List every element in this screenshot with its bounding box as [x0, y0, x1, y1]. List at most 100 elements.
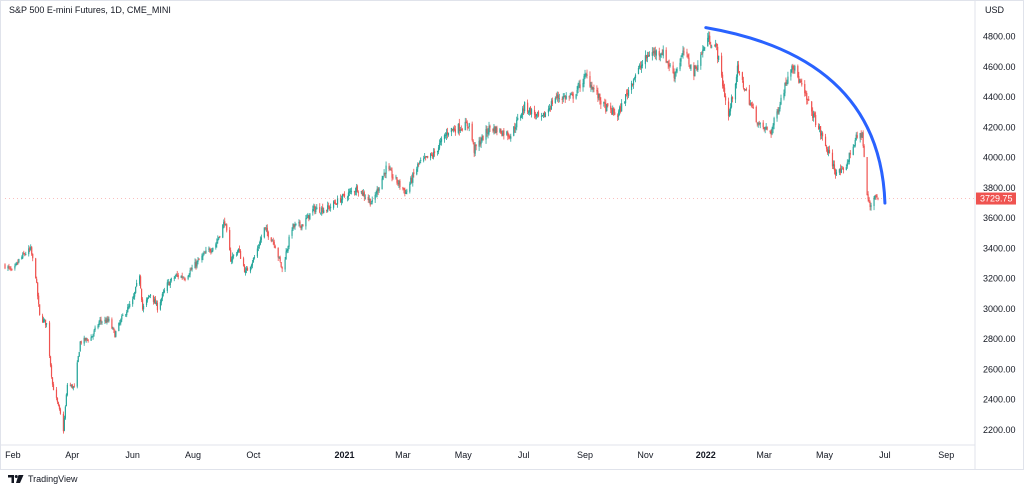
candle-body: [741, 72, 743, 80]
candle: [188, 273, 190, 278]
candle-body: [439, 140, 442, 143]
candle: [549, 105, 551, 112]
candle: [205, 246, 207, 255]
candle-body: [259, 239, 261, 245]
candle: [341, 193, 344, 204]
candle: [824, 133, 827, 147]
candle: [807, 98, 809, 105]
candle: [312, 205, 314, 216]
candle-body: [63, 417, 65, 431]
x-tick-label: Sep: [577, 450, 593, 460]
candle: [85, 337, 87, 343]
candle: [115, 330, 117, 338]
candle: [869, 200, 871, 211]
candle-body: [69, 384, 71, 386]
candle: [293, 223, 295, 229]
candle-body: [759, 122, 761, 125]
candle: [528, 110, 530, 115]
candle-body: [464, 121, 466, 131]
candle: [727, 97, 730, 121]
candle-body: [645, 54, 647, 59]
candle-body: [606, 104, 608, 111]
candle: [36, 276, 38, 284]
candle: [44, 319, 47, 329]
candle: [390, 167, 392, 171]
candle-body: [205, 250, 207, 253]
candle: [300, 225, 302, 231]
footer[interactable]: TradingView: [8, 472, 78, 486]
candle-body: [362, 192, 364, 196]
candle: [369, 198, 371, 207]
candle-body: [591, 85, 593, 90]
candle-body: [557, 95, 559, 99]
candle: [173, 276, 175, 282]
candle-body: [697, 64, 699, 71]
candle-body: [230, 250, 232, 262]
candle: [430, 152, 432, 161]
candle: [597, 87, 599, 102]
last-price-label: 3729.75: [980, 194, 1013, 204]
candle: [87, 339, 89, 343]
candle-body: [391, 170, 393, 178]
candle-body: [770, 131, 772, 135]
candle: [362, 189, 364, 197]
candle: [742, 76, 744, 90]
candle: [487, 128, 489, 139]
candle: [638, 63, 641, 70]
candle-body: [631, 83, 634, 86]
candle-body: [170, 278, 172, 281]
price-axis[interactable]: 2200.00 2400.00 2600.00 2800.00 3000.00 3200.…: [974, 0, 1016, 470]
candle: [298, 219, 300, 227]
candle-body: [97, 325, 99, 328]
candle: [450, 127, 452, 137]
candle: [231, 256, 233, 265]
candle: [108, 316, 110, 323]
candle-body: [76, 362, 78, 387]
candle-body: [39, 304, 41, 315]
candle-body: [119, 322, 121, 324]
y-tick-label: 3000.00: [983, 304, 1016, 314]
time-axis[interactable]: Feb Apr Jun Aug Oct 2021 Mar May Jul Sep Nov 2022 Ma…: [0, 444, 975, 460]
candle-body: [860, 133, 862, 138]
candle: [232, 252, 234, 264]
candle-body: [348, 191, 351, 193]
candle-body: [217, 239, 219, 242]
candle-body: [568, 96, 570, 98]
candle-body: [8, 266, 10, 268]
candle: [412, 172, 414, 187]
candle: [784, 82, 786, 97]
candle-body: [579, 84, 581, 89]
candle: [693, 62, 695, 81]
candle-body: [475, 144, 477, 147]
candle-body: [639, 66, 642, 68]
price-chart[interactable]: 2200.00 2400.00 2600.00 2800.00 3000.00 3200.…: [0, 0, 1024, 470]
candle-body: [29, 248, 31, 250]
candle-body: [87, 339, 89, 341]
candle: [765, 123, 767, 130]
candle-body: [735, 76, 738, 85]
candle: [458, 118, 460, 136]
candle: [181, 272, 183, 280]
candle: [688, 53, 690, 67]
candle-body: [867, 194, 869, 200]
candle-body: [548, 107, 550, 110]
candle-body: [600, 100, 602, 105]
candle-body: [388, 166, 390, 170]
candle: [524, 101, 526, 114]
candle-body: [550, 101, 552, 110]
candle: [557, 91, 559, 103]
candle-body: [309, 213, 311, 220]
candle: [811, 100, 813, 116]
candle-body: [7, 266, 9, 269]
candle: [129, 301, 131, 309]
candle: [547, 105, 549, 117]
candle-body: [495, 126, 497, 134]
drawing-layer[interactable]: [704, 26, 887, 205]
candle: [18, 258, 20, 264]
candle: [794, 64, 796, 74]
symbol-title[interactable]: S&P 500 E-mini Futures, 1D, CME_MINI: [9, 5, 171, 15]
candle: [495, 126, 497, 134]
candle-body: [285, 251, 287, 260]
candle-body: [446, 132, 449, 135]
candle: [660, 52, 662, 58]
